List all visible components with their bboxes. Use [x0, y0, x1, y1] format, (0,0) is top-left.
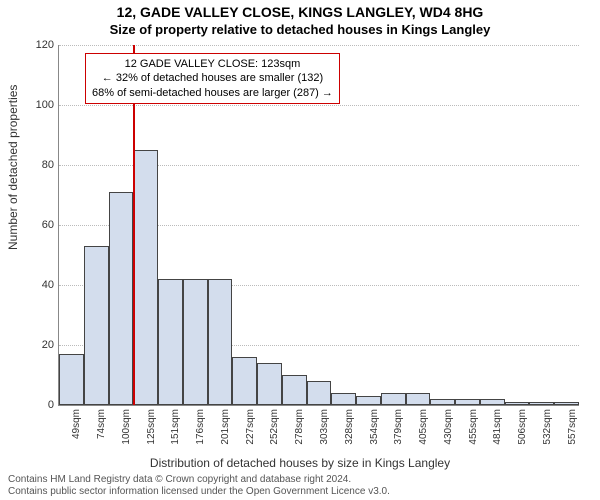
x-tick-label: 354sqm	[369, 409, 380, 445]
x-tick-label: 201sqm	[220, 409, 231, 445]
histogram-bar	[59, 354, 84, 405]
histogram-bar	[455, 399, 480, 405]
x-tick-label: 379sqm	[393, 409, 404, 445]
histogram-bar	[430, 399, 455, 405]
histogram-bar	[406, 393, 431, 405]
x-tick-label: 532sqm	[542, 409, 553, 445]
x-tick-label: 278sqm	[294, 409, 305, 445]
x-tick-label: 430sqm	[443, 409, 454, 445]
y-tick-label: 40	[42, 279, 54, 291]
x-tick-label: 74sqm	[96, 409, 107, 439]
x-tick-label: 252sqm	[269, 409, 280, 445]
gridline	[59, 105, 579, 106]
histogram-bar	[232, 357, 257, 405]
x-tick-label: 557sqm	[567, 409, 578, 445]
y-tick-label: 20	[42, 339, 54, 351]
histogram-bar	[331, 393, 356, 405]
x-tick-label: 176sqm	[195, 409, 206, 445]
histogram-bar	[84, 246, 109, 405]
footer-line-1: Contains HM Land Registry data © Crown c…	[8, 474, 390, 486]
x-tick-label: 405sqm	[418, 409, 429, 445]
y-tick-label: 100	[36, 99, 54, 111]
x-axis-label: Distribution of detached houses by size …	[0, 456, 600, 470]
histogram-bar	[282, 375, 307, 405]
x-tick-label: 328sqm	[344, 409, 355, 445]
histogram-bar	[480, 399, 505, 405]
histogram-bar	[505, 402, 530, 405]
x-tick-label: 455sqm	[468, 409, 479, 445]
histogram-bar	[158, 279, 183, 405]
x-tick-label: 100sqm	[121, 409, 132, 445]
x-tick-label: 125sqm	[146, 409, 157, 445]
x-tick-label: 151sqm	[170, 409, 181, 445]
annotation-line: 68% of semi-detached houses are larger (…	[92, 86, 333, 100]
histogram-bar	[381, 393, 406, 405]
chart-title-2: Size of property relative to detached ho…	[0, 22, 600, 37]
x-tick-label: 49sqm	[71, 409, 82, 439]
histogram-bar	[307, 381, 332, 405]
y-axis-label: Number of detached properties	[6, 85, 20, 250]
footer-attribution: Contains HM Land Registry data © Crown c…	[8, 474, 390, 498]
x-tick-label: 506sqm	[517, 409, 528, 445]
footer-line-2: Contains public sector information licen…	[8, 486, 390, 498]
histogram-bar	[257, 363, 282, 405]
histogram-bar	[109, 192, 134, 405]
annotation-line: 12 GADE VALLEY CLOSE: 123sqm	[92, 57, 333, 71]
y-tick-label: 0	[48, 399, 54, 411]
histogram-bar	[356, 396, 381, 405]
y-tick-label: 80	[42, 159, 54, 171]
annotation-line: ← 32% of detached houses are smaller (13…	[92, 71, 333, 85]
x-tick-label: 481sqm	[492, 409, 503, 445]
histogram-bar	[208, 279, 233, 405]
x-tick-label: 303sqm	[319, 409, 330, 445]
histogram-bar	[183, 279, 208, 405]
histogram-bar	[554, 402, 579, 405]
chart-title-1: 12, GADE VALLEY CLOSE, KINGS LANGLEY, WD…	[0, 4, 600, 20]
plot-area: 02040608010012049sqm74sqm100sqm125sqm151…	[58, 45, 579, 406]
y-tick-label: 120	[36, 39, 54, 51]
y-tick-label: 60	[42, 219, 54, 231]
histogram-bar	[529, 402, 554, 405]
annotation-box: 12 GADE VALLEY CLOSE: 123sqm← 32% of det…	[85, 53, 340, 104]
histogram-bar	[133, 150, 158, 405]
x-tick-label: 227sqm	[245, 409, 256, 445]
gridline	[59, 45, 579, 46]
